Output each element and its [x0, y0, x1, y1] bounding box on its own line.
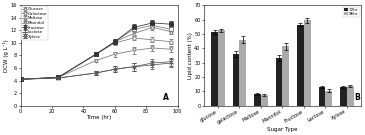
Text: A: A	[164, 92, 169, 102]
Bar	[218, 31, 225, 106]
X-axis label: Sugar Type: Sugar Type	[267, 126, 298, 131]
Bar	[283, 46, 289, 106]
Bar	[211, 32, 218, 106]
Bar	[276, 58, 283, 106]
Y-axis label: Lipid content (%): Lipid content (%)	[188, 32, 193, 79]
Bar	[297, 25, 304, 106]
Legend: 72hr, 96hr: 72hr, 96hr	[343, 7, 360, 17]
X-axis label: Time (hr): Time (hr)	[87, 115, 112, 120]
Bar	[326, 90, 332, 106]
Bar	[261, 95, 268, 106]
Bar	[347, 86, 354, 106]
Bar	[254, 94, 261, 106]
Bar	[304, 21, 311, 106]
Bar	[239, 40, 246, 106]
Y-axis label: DCW (g L⁻¹): DCW (g L⁻¹)	[4, 39, 9, 72]
Bar	[340, 87, 347, 106]
Bar	[233, 54, 239, 106]
Legend: Glucose, Galactose, Maltose, Mannitol, Fructose, Lactose, Xylose: Glucose, Galactose, Maltose, Mannitol, F…	[22, 6, 48, 40]
Text: B: B	[355, 92, 360, 102]
Bar	[319, 87, 326, 106]
